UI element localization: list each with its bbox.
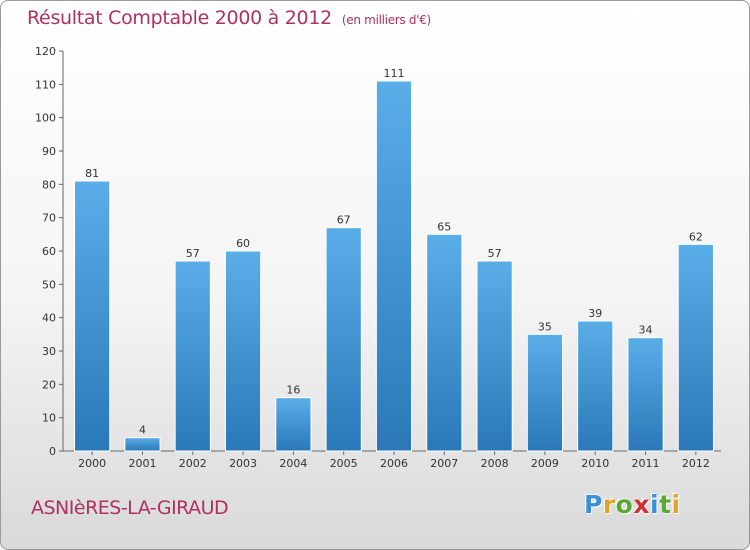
data-label-2004: 16 [286, 384, 300, 397]
bar-2002 [174, 260, 211, 452]
logo-letter: P [584, 490, 603, 519]
chart-title-text: Résultat Comptable 2000 à 2012 [27, 7, 332, 29]
x-tick-label: 2000 [78, 457, 106, 470]
data-label-2005: 67 [337, 214, 351, 227]
bar-2005 [325, 227, 362, 452]
y-tick-label: 90 [42, 145, 56, 158]
y-tick-label: 110 [35, 78, 56, 91]
y-tick-label: 30 [42, 345, 56, 358]
bar-2011 [627, 337, 664, 452]
x-tick-label: 2010 [581, 457, 609, 470]
logo-letter: i [671, 490, 681, 519]
logo-letter: x [633, 490, 650, 519]
bar-2006 [375, 80, 413, 452]
data-label-2009: 35 [538, 320, 552, 333]
x-tick-label: 2008 [481, 457, 509, 470]
y-tick-label: 40 [42, 312, 56, 325]
x-tick-label: 2006 [380, 457, 408, 470]
data-label-2010: 39 [588, 307, 602, 320]
bar-2010 [577, 320, 614, 452]
y-tick-label: 70 [42, 212, 56, 225]
logo-letter: o [615, 490, 634, 519]
x-tick-label: 2003 [229, 457, 257, 470]
y-tick-label: 120 [35, 45, 56, 58]
bar-2009 [526, 333, 564, 452]
y-tick-label: 20 [42, 378, 56, 391]
x-tick-label: 2011 [632, 457, 660, 470]
data-label-2008: 57 [488, 247, 502, 260]
logo-letter: i [650, 490, 660, 519]
bar-2008 [476, 260, 513, 452]
bar-2001 [124, 437, 161, 452]
data-label-2003: 60 [236, 237, 250, 250]
logo-letter: r [602, 490, 616, 519]
data-label-2002: 57 [186, 247, 200, 260]
data-label-2000: 81 [85, 167, 99, 180]
data-label-2006: 111 [384, 67, 405, 80]
y-tick-label: 0 [49, 445, 56, 458]
data-label-2001: 4 [139, 424, 146, 437]
x-tick-label: 2002 [179, 457, 207, 470]
chart-data-labels: 81 4 57 60 16 67 111 65 57 35 39 34 62 [85, 67, 703, 437]
data-label-2012: 62 [689, 230, 703, 243]
x-tick-label: 2004 [279, 457, 307, 470]
bar-2004 [275, 397, 312, 452]
y-tick-label: 80 [42, 178, 56, 191]
y-tick-label: 60 [42, 245, 56, 258]
y-tick-label: 10 [42, 412, 56, 425]
x-tick-label: 2007 [430, 457, 458, 470]
bar-2012 [677, 243, 714, 452]
chart-bars [74, 80, 714, 452]
data-label-2007: 65 [437, 220, 451, 233]
x-tick-label: 2005 [330, 457, 358, 470]
town-name: ASNIèRES-LA-GIRAUD [31, 497, 229, 519]
x-tick-label: 2012 [682, 457, 710, 470]
bar-2007 [426, 233, 463, 452]
y-tick-label: 50 [42, 278, 56, 291]
y-tick-label: 100 [35, 112, 56, 125]
bar-2003 [224, 250, 262, 452]
bar-2000 [74, 180, 111, 452]
chart-title: Résultat Comptable 2000 à 2012 (en millie… [27, 7, 431, 29]
logo-letter: t [659, 490, 672, 519]
x-tick-label: 2009 [531, 457, 559, 470]
proxiti-logo: Proxiti [584, 490, 681, 519]
data-label-2011: 34 [639, 324, 653, 337]
chart-subtitle: (en milliers d'€) [341, 13, 431, 27]
x-tick-label: 2001 [128, 457, 156, 470]
